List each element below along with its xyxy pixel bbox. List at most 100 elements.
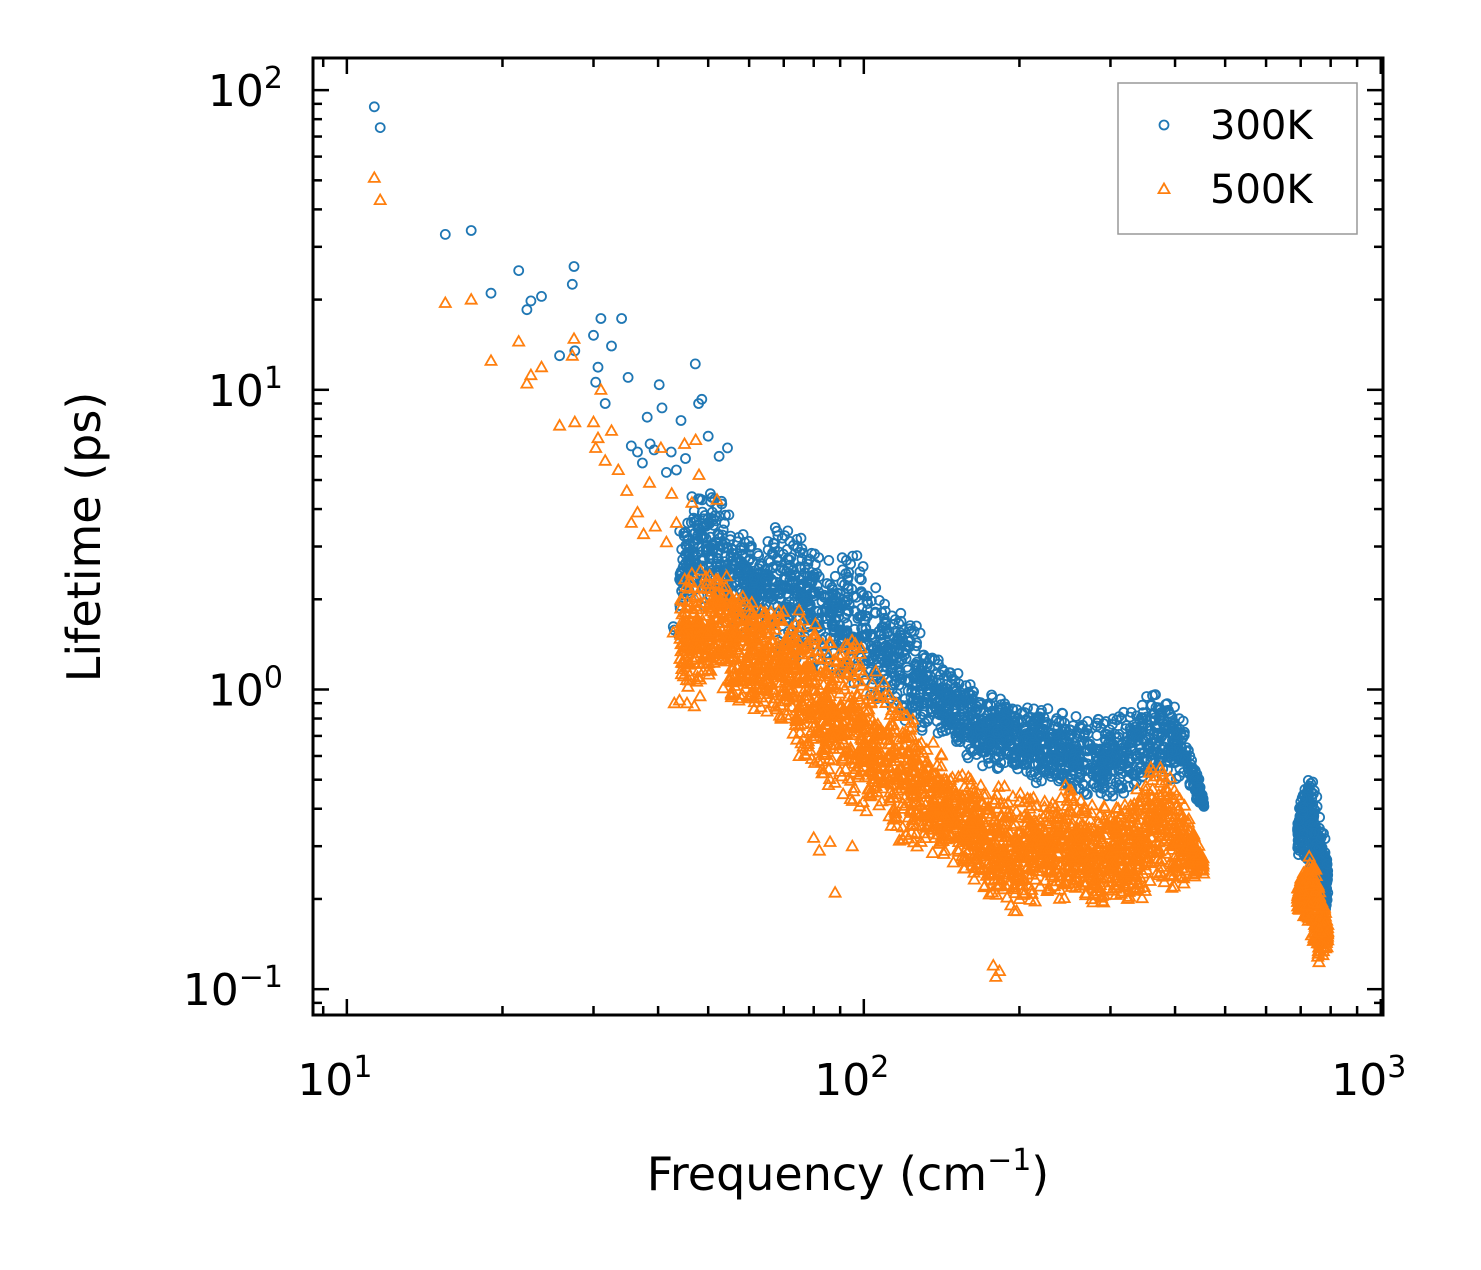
300K-point (724, 534, 736, 546)
300K-point (743, 535, 755, 547)
300K-point (959, 724, 970, 736)
500K-point (836, 786, 851, 800)
300K-point (1097, 755, 1108, 767)
300K-point (686, 491, 698, 503)
300K-point (995, 734, 1007, 746)
300K-point (762, 563, 773, 574)
300K-point (809, 548, 820, 560)
300K-point (1045, 763, 1057, 775)
300K-point (954, 736, 966, 748)
300K-point (1002, 719, 1014, 730)
300K-point (1170, 773, 1182, 784)
300K-point (1196, 793, 1208, 805)
300K-point (747, 557, 758, 568)
300K-point (1053, 756, 1064, 768)
300K-point (707, 506, 718, 518)
300K-point (606, 340, 617, 352)
300K-point (1141, 711, 1152, 723)
300K-point (737, 548, 749, 560)
300K-point (1123, 766, 1135, 778)
300K-point (1150, 702, 1162, 713)
300K-point (1113, 759, 1125, 771)
300K-point (1039, 738, 1051, 750)
500K-point (843, 675, 858, 688)
300K-point (705, 488, 716, 500)
300K-point (1030, 777, 1042, 789)
300K-point (1097, 783, 1108, 794)
300K-point (632, 446, 643, 458)
300K-point (1174, 763, 1186, 774)
300K-point (1019, 707, 1030, 718)
300K-point (784, 596, 795, 608)
300K-point (912, 695, 923, 707)
300K-point (802, 581, 814, 593)
300K-point (958, 714, 970, 726)
300K-point (900, 653, 912, 664)
300K-point (712, 547, 724, 559)
300K-point (1173, 770, 1185, 782)
300K-point (1173, 713, 1185, 725)
300K-point (952, 668, 964, 679)
300K-point (744, 554, 755, 565)
300K-point (1113, 731, 1124, 743)
300K-point (902, 685, 914, 697)
300K-point (794, 547, 806, 558)
300K-point (819, 603, 831, 615)
300K-point (785, 552, 797, 563)
300K-point (691, 533, 702, 544)
300K-point (1198, 799, 1209, 811)
300K-point (637, 457, 648, 469)
300K-point (950, 685, 962, 697)
300K-point (1308, 827, 1320, 839)
300K-point (1178, 729, 1190, 741)
300K-point (1031, 771, 1043, 783)
300K-point (1314, 811, 1325, 823)
300K-point (702, 430, 714, 442)
300K-point (991, 763, 1003, 774)
300K-point (1189, 773, 1201, 785)
300K-point (536, 290, 547, 302)
300K-point (1107, 784, 1119, 796)
300K-point (661, 466, 672, 478)
300K-point (1141, 722, 1153, 734)
500K-point (1167, 879, 1182, 892)
300K-point (851, 550, 863, 561)
300K-point (1191, 785, 1203, 796)
300K-point (850, 606, 861, 618)
500K-point (973, 778, 988, 791)
300K-point (983, 757, 995, 769)
300K-point (748, 573, 760, 584)
300K-point (714, 532, 726, 544)
300K-point (927, 675, 939, 687)
300K-point (737, 529, 749, 540)
300K-point (914, 627, 926, 639)
300K-point (1117, 758, 1129, 770)
300K-point (779, 572, 790, 584)
300K-point (858, 589, 869, 601)
300K-point (915, 711, 927, 723)
300K-point (368, 101, 380, 113)
300K-point (999, 716, 1011, 728)
300K-point (951, 736, 962, 747)
300K-point (727, 555, 739, 566)
300K-point (1011, 758, 1023, 770)
300K-point (993, 762, 1005, 773)
300K-point (961, 749, 973, 761)
300K-point (955, 697, 967, 708)
500K-point (982, 886, 997, 900)
300K-point (769, 542, 781, 554)
300K-point (941, 700, 953, 712)
300K-point (987, 743, 998, 755)
300K-point (726, 547, 738, 559)
300K-point (1118, 747, 1129, 758)
300K-point (653, 379, 665, 391)
300K-point (1321, 858, 1333, 870)
300K-point (1164, 727, 1176, 738)
300K-point (1113, 711, 1125, 722)
300K-point (722, 442, 733, 454)
300K-point (698, 513, 709, 525)
300K-point (513, 265, 525, 277)
300K-point (888, 650, 900, 661)
300K-point (688, 549, 699, 561)
